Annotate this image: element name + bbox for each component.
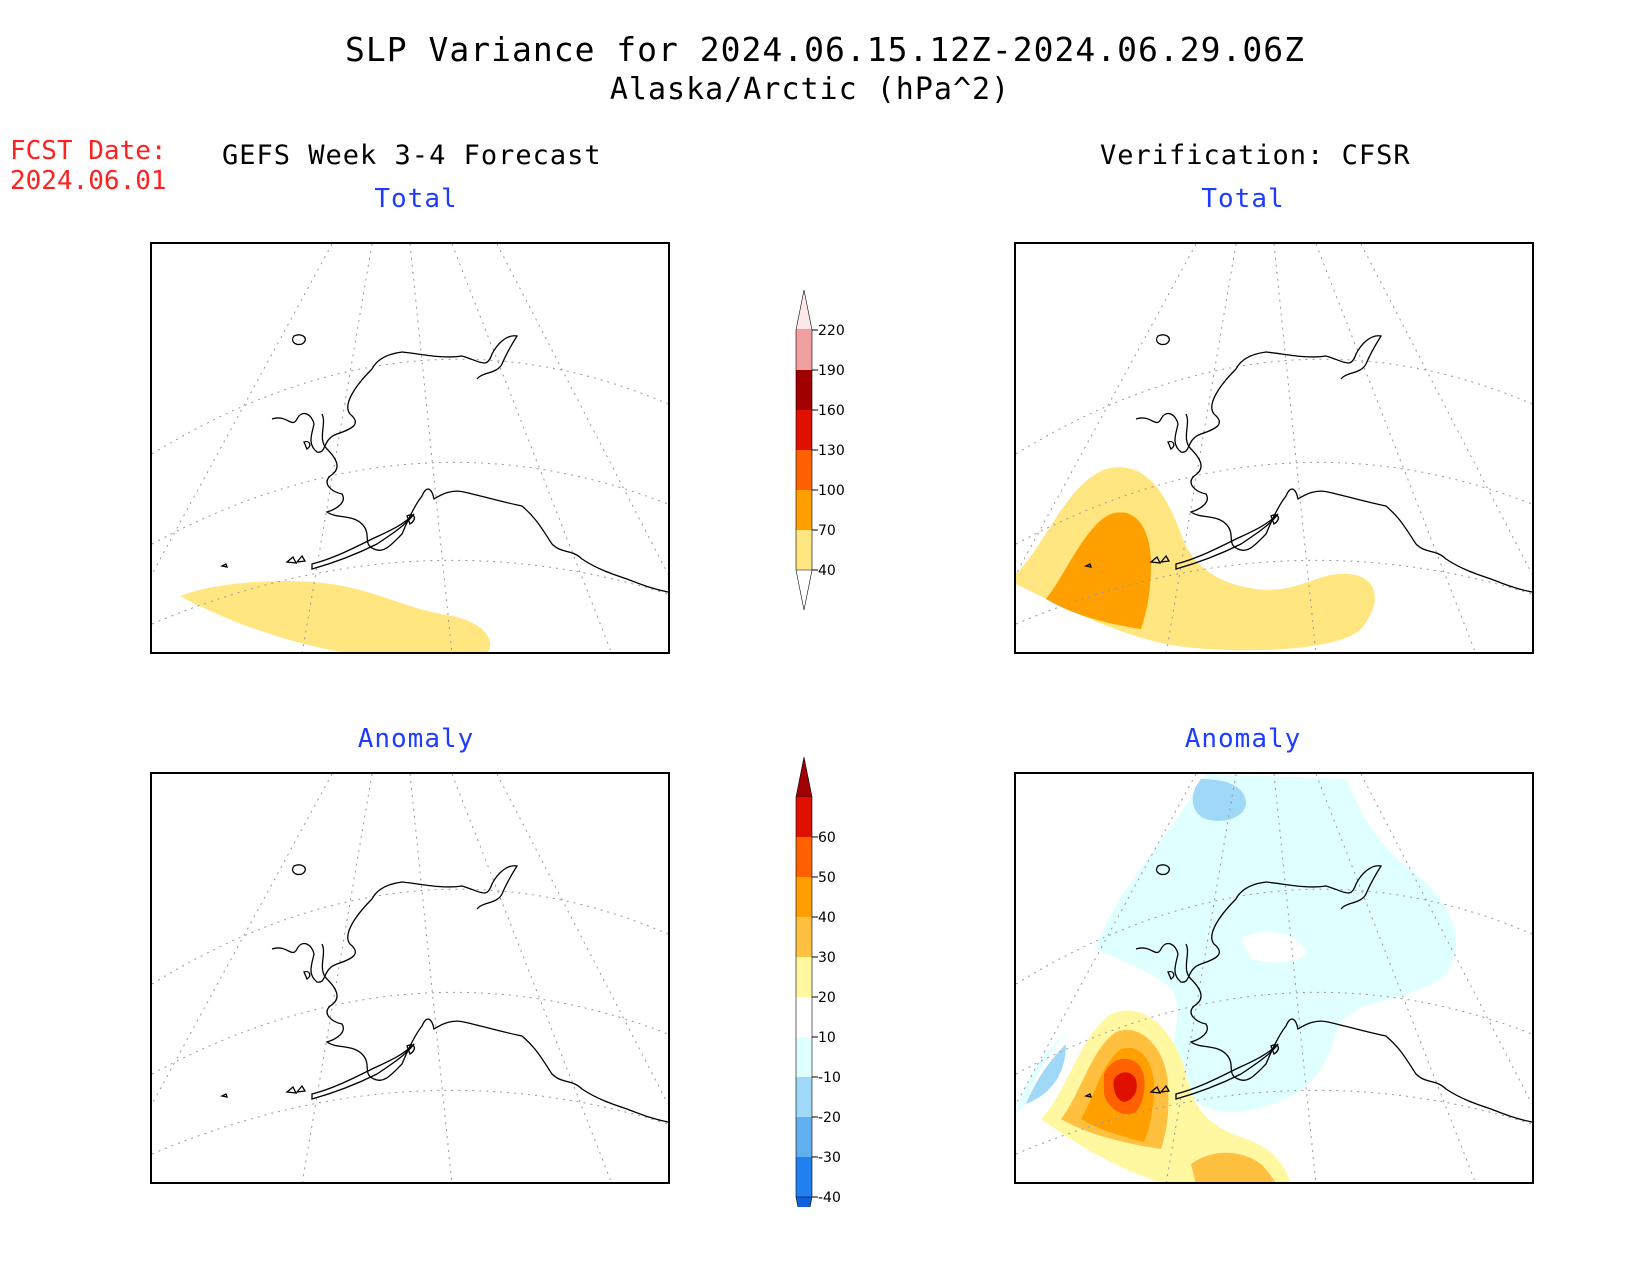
- variance-contour-40-70: [180, 581, 491, 652]
- coastline: [1084, 334, 1532, 593]
- coastline: [220, 864, 668, 1123]
- anomaly_colorbar-swatch: [796, 1077, 812, 1117]
- anomaly_colorbar-swatch: [796, 1157, 812, 1197]
- anomaly-contour-neutral: [1241, 931, 1306, 963]
- anomaly_colorbar-tick-label: -40: [818, 1190, 841, 1206]
- total_colorbar-under-triangle: [795, 569, 813, 611]
- coastline: [220, 334, 668, 593]
- anomaly-contour-50-60: [1113, 1072, 1137, 1102]
- total_colorbar-swatch: [796, 450, 812, 490]
- coastline: [1084, 864, 1532, 1123]
- total_colorbar-swatch: [796, 370, 812, 410]
- anomaly_colorbar-tick-label: 10: [818, 1030, 836, 1046]
- figure-subtitle: Alaska/Arctic (hPa^2): [609, 72, 1011, 107]
- anomaly_colorbar-swatch: [796, 957, 812, 997]
- total_colorbar-tick-label: 40: [818, 563, 836, 579]
- forecast-column-header: GEFS Week 3-4 Forecast: [222, 140, 602, 171]
- anomaly_colorbar-tick-label: 60: [818, 830, 836, 846]
- total_colorbar-over-triangle: [795, 289, 813, 331]
- colorbar-anomaly: -40 -30 -20 -10 10 20 30 40 50 60: [790, 752, 860, 1238]
- anomaly_colorbar-swatch: [796, 917, 812, 957]
- anomaly_colorbar-under-triangle: [795, 1196, 813, 1238]
- anomaly_colorbar-tick-label: 50: [818, 870, 836, 886]
- anomaly_colorbar-swatch: [796, 877, 812, 917]
- verification-column-header: Verification: CFSR: [1100, 140, 1411, 171]
- map-verification-total: [1014, 242, 1534, 654]
- graticule: [1016, 774, 1532, 1182]
- fcst-date-label: FCST Date:: [10, 136, 167, 166]
- anomaly_colorbar-swatch: [796, 997, 812, 1037]
- anomaly_colorbar-swatch: [796, 1037, 812, 1077]
- anomaly_colorbar-tick-label: -20: [818, 1110, 841, 1126]
- basemap: [152, 244, 668, 652]
- total_colorbar-tick-label: 70: [818, 523, 836, 539]
- total_colorbar-swatch: [796, 530, 812, 570]
- graticule: [1016, 244, 1532, 652]
- contour-fill-layer: [1016, 467, 1375, 651]
- map-forecast-anomaly: [150, 772, 670, 1184]
- total_colorbar-swatch: [796, 330, 812, 370]
- contour-fill-layer: [1016, 774, 1456, 1182]
- anomaly-contour-neg20-neg30-west: [1026, 1044, 1066, 1104]
- variance-contour-70-100: [1046, 512, 1151, 629]
- total_colorbar-tick-label: 220: [818, 323, 845, 339]
- total_colorbar-swatch: [796, 410, 812, 450]
- panel-title-verification-total: Total: [1201, 184, 1285, 214]
- anomaly_colorbar-tick-label: 40: [818, 910, 836, 926]
- panel-title-forecast-anomaly: Anomaly: [357, 724, 475, 754]
- anomaly_colorbar-tick-label: 30: [818, 950, 836, 966]
- figure-title: SLP Variance for 2024.06.15.12Z-2024.06.…: [345, 30, 1305, 69]
- anomaly_colorbar-over-triangle: [795, 756, 813, 798]
- total_colorbar-swatch: [796, 490, 812, 530]
- total_colorbar-tick-label: 160: [818, 403, 845, 419]
- basemap: [1016, 244, 1532, 652]
- anomaly-contour-20-30-south: [1191, 1152, 1275, 1182]
- colorbar-total: 40 70 100 130 160 190 220: [790, 282, 860, 612]
- total_colorbar-tick-label: 100: [818, 483, 845, 499]
- panel-title-forecast-total: Total: [374, 184, 458, 214]
- contour-fill-layer: [180, 581, 491, 652]
- anomaly_colorbar-tick-label: -10: [818, 1070, 841, 1086]
- map-verification-anomaly: [1014, 772, 1534, 1184]
- graticule: [152, 244, 668, 652]
- total_colorbar-tick-label: 190: [818, 363, 845, 379]
- anomaly_colorbar-swatch: [796, 797, 812, 837]
- basemap: [1016, 774, 1532, 1182]
- panel-title-verification-anomaly: Anomaly: [1184, 724, 1302, 754]
- anomaly_colorbar-tick-label: -30: [818, 1150, 841, 1166]
- basemap: [152, 774, 668, 1182]
- graticule: [152, 774, 668, 1182]
- anomaly_colorbar-swatch: [796, 1117, 812, 1157]
- map-forecast-total: [150, 242, 670, 654]
- fcst-date-value: 2024.06.01: [10, 166, 167, 196]
- variance-contour-40-70: [1016, 467, 1375, 651]
- anomaly_colorbar-tick-label: 20: [818, 990, 836, 1006]
- anomaly_colorbar-swatch: [796, 837, 812, 877]
- anomaly-contour-neg20-neg30: [1192, 779, 1246, 821]
- total_colorbar-tick-label: 130: [818, 443, 845, 459]
